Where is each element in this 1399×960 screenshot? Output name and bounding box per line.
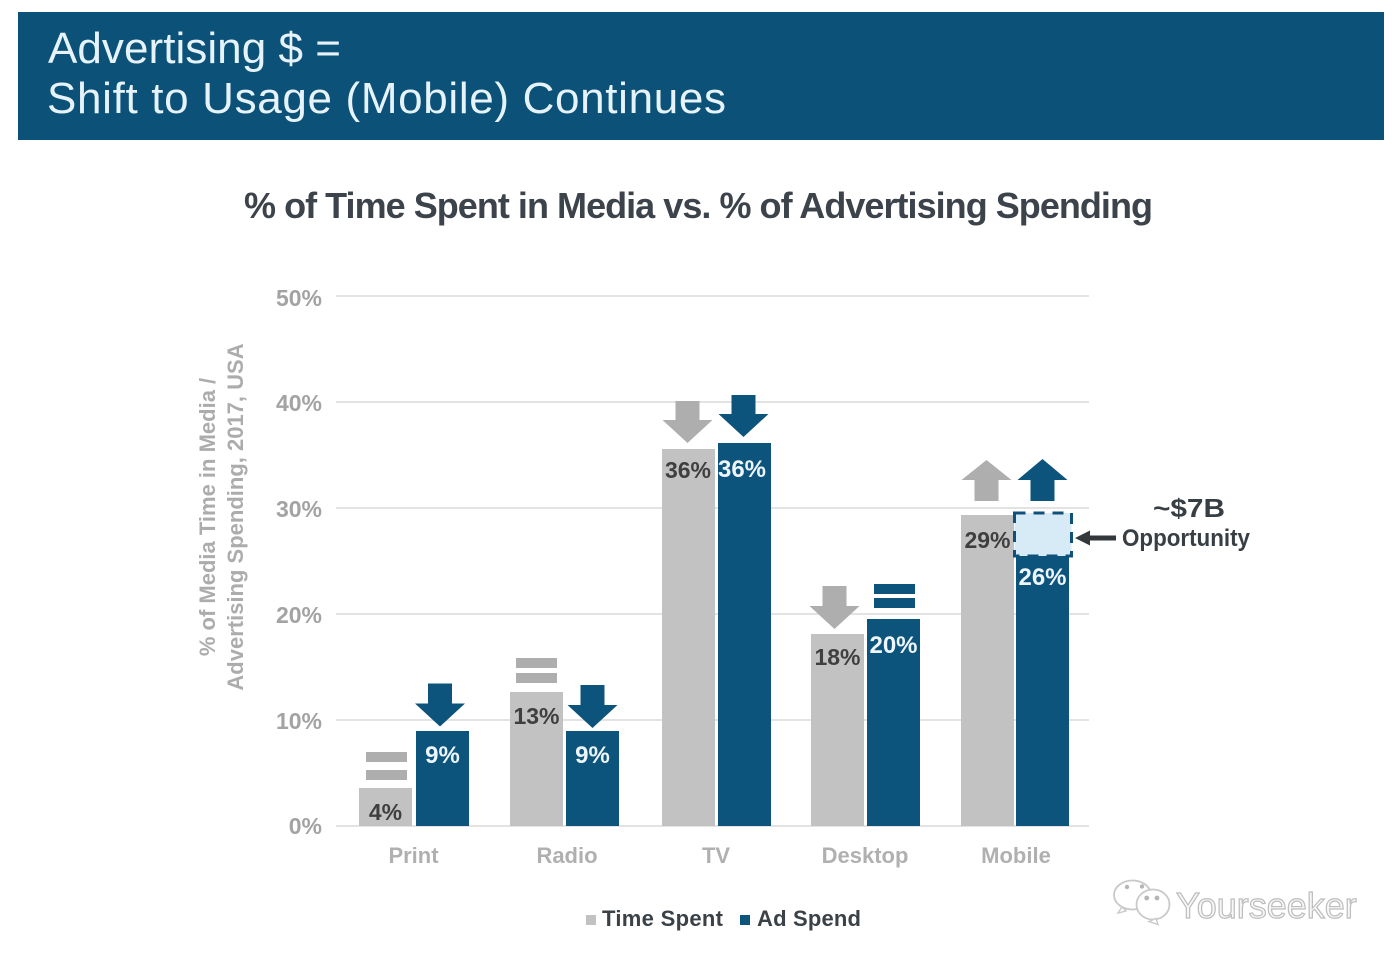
svg-text:Opportunity: Opportunity [1122, 525, 1251, 552]
svg-text:Advertising Spending, 2017, US: Advertising Spending, 2017, USA [223, 343, 248, 690]
svg-text:10%: 10% [276, 708, 322, 734]
svg-text:~$7B: ~$7B [1153, 493, 1225, 523]
svg-text:20%: 20% [276, 602, 322, 628]
svg-text:26%: 26% [1018, 564, 1066, 591]
svg-text:Advertising $ =: Advertising $ = [48, 24, 341, 73]
svg-text:Desktop: Desktop [822, 843, 909, 868]
svg-text:Radio: Radio [536, 843, 597, 868]
svg-text:36%: 36% [718, 456, 766, 483]
svg-text:36%: 36% [665, 457, 711, 483]
svg-text:Ad Spend: Ad Spend [757, 906, 861, 931]
svg-text:9%: 9% [575, 742, 610, 769]
svg-text:TV: TV [702, 843, 730, 868]
svg-text:0%: 0% [289, 813, 322, 839]
svg-text:Time Spent: Time Spent [602, 906, 724, 931]
svg-text:40%: 40% [276, 390, 322, 416]
svg-text:% of Time Spent in Media vs. %: % of Time Spent in Media vs. % of Advert… [244, 185, 1153, 226]
svg-text:29%: 29% [964, 527, 1010, 553]
svg-text:Shift to Usage (Mobile) Contin: Shift to Usage (Mobile) Continues [47, 74, 726, 123]
svg-text:18%: 18% [814, 644, 860, 670]
svg-text:Yourseeker: Yourseeker [1176, 885, 1357, 926]
svg-text:20%: 20% [869, 632, 917, 659]
svg-text:13%: 13% [513, 703, 559, 729]
svg-text:% of Media Time in Media /: % of Media Time in Media / [195, 378, 220, 656]
svg-text:50%: 50% [276, 285, 322, 311]
svg-text:Mobile: Mobile [981, 843, 1051, 868]
svg-text:Print: Print [388, 843, 439, 868]
svg-text:4%: 4% [369, 799, 402, 825]
svg-text:9%: 9% [425, 742, 460, 769]
svg-text:30%: 30% [276, 496, 322, 522]
